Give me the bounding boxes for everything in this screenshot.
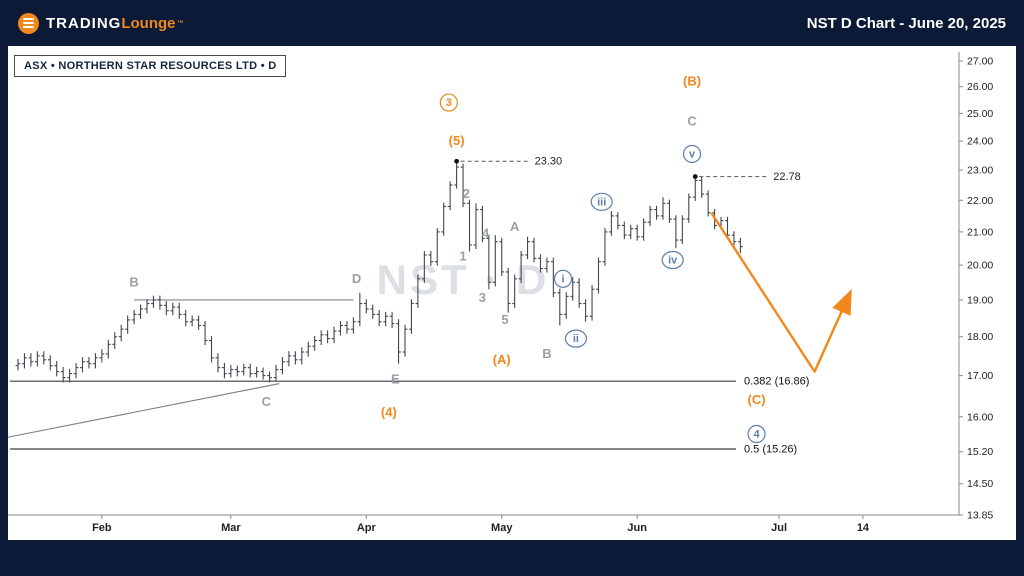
wave-label-circle: [590, 192, 613, 211]
price-callout-label: 22.78: [773, 171, 801, 183]
page-title: NST D Chart - June 20, 2025: [806, 14, 1006, 32]
wave-label: 2: [463, 186, 470, 201]
price-tick-label: 26.00: [967, 81, 993, 93]
chart-panel: ASX • NORTHERN STAR RESOURCES LTD • D NS…: [8, 46, 1016, 540]
wave-label-circle: [747, 424, 766, 444]
wave-label: D: [352, 271, 361, 286]
wave-label: (5): [449, 133, 465, 148]
wave-label: C: [687, 114, 697, 129]
watermark: NST · D: [377, 256, 550, 303]
month-label: Apr: [357, 522, 377, 534]
price-tick-label: 20.00: [967, 260, 993, 272]
wave-label-circle: [682, 144, 702, 164]
wave-label: v: [689, 148, 696, 160]
logo-word-trading: TRADING: [46, 14, 122, 32]
price-tick-label: 15.20: [967, 446, 993, 458]
month-label: 14: [857, 522, 870, 534]
wave-label: i: [561, 273, 564, 285]
price-tick-label: 25.00: [967, 108, 993, 120]
month-label: Feb: [92, 522, 112, 534]
chart-canvas[interactable]: NST · D 0.382 (16.86) 0.5 (15.26) 23.30 22.7…: [8, 46, 1016, 540]
price-callout-label: 23.30: [535, 156, 563, 168]
wave-label-circle: [553, 269, 573, 288]
month-label: Jun: [627, 522, 647, 534]
price-tick-label: 18.00: [967, 331, 993, 343]
wave-label: (A): [493, 352, 511, 367]
wave-label: 4: [753, 429, 760, 441]
wave-label-circle: [439, 93, 458, 112]
header-bar: TRADING Lounge ™ NST D Chart - June 20, 20…: [0, 0, 1024, 46]
fib-level-label: 0.382 (16.86): [744, 376, 809, 388]
price-tick-label: 13.85: [967, 509, 993, 521]
wave-label: A: [510, 219, 520, 234]
wave-label: C: [262, 394, 272, 409]
fib-level-label: 0.5 (15.26): [744, 444, 797, 456]
tradinglounge-logo: TRADING Lounge ™: [18, 12, 184, 34]
tradinglounge-logo-icon: [18, 12, 39, 34]
candles-layer: [15, 161, 743, 383]
wave-label: E: [391, 372, 400, 387]
wave-label-circle: [564, 329, 588, 348]
wave-label: iv: [668, 254, 678, 266]
wave-label: 1: [459, 249, 466, 264]
month-label: May: [491, 522, 513, 534]
month-label: Mar: [221, 522, 241, 534]
callout-dot: [454, 158, 459, 164]
wave-label: (C): [748, 392, 766, 407]
logo-trademark: ™: [176, 19, 184, 27]
time-axis[interactable]: Feb Mar Apr May Jun Jul 14: [92, 515, 870, 534]
wave-label: 5: [501, 312, 508, 327]
price-tick-label: 17.00: [967, 370, 993, 382]
ticker-symbol-box[interactable]: ASX • NORTHERN STAR RESOURCES LTD • D: [14, 55, 287, 77]
price-tick-label: 16.00: [967, 411, 993, 423]
wave-label: 3: [479, 290, 486, 305]
price-tick-label: 24.00: [967, 136, 993, 148]
rising-trendline: [8, 383, 280, 438]
wave-label: 4: [482, 226, 490, 241]
wave-label: ii: [573, 333, 579, 345]
price-tick-label: 21.00: [967, 226, 993, 238]
logo-word-lounge: Lounge: [121, 14, 176, 32]
wave-label: (B): [683, 73, 701, 88]
projection-path: [710, 212, 848, 373]
wave-label: iii: [597, 196, 606, 208]
price-tick-label: 14.50: [967, 478, 993, 490]
wave-label: B: [542, 346, 551, 361]
wave-label: (4): [381, 405, 397, 420]
wave-label: B: [129, 274, 138, 289]
price-tick-label: 22.00: [967, 195, 993, 207]
month-label: Jul: [771, 522, 787, 534]
price-tick-label: 27.00: [967, 56, 993, 68]
price-tick-label: 23.00: [967, 165, 993, 177]
price-axis[interactable]: 27.00 26.00 25.00 24.00 23.00 22.00 21.00 20.00…: [959, 56, 993, 522]
callout-dot: [692, 174, 698, 179]
wave-label: 3: [446, 97, 452, 109]
wave-label-circle: [661, 250, 684, 270]
price-tick-label: 19.00: [967, 294, 993, 306]
projection-arrowhead: [832, 289, 852, 316]
